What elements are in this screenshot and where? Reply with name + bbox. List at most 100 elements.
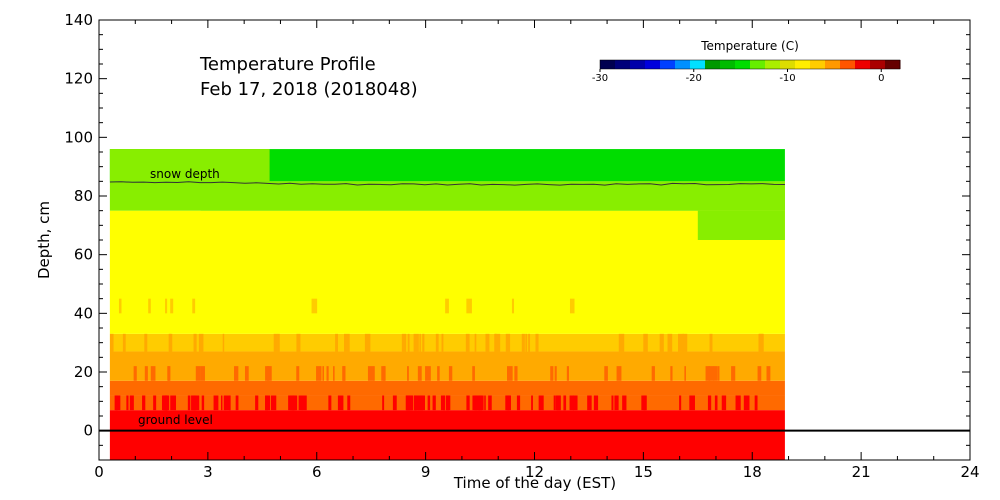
- x-tick-label: 12: [525, 463, 544, 481]
- temperature-stripe: [192, 298, 196, 314]
- temperature-stripe: [466, 395, 470, 411]
- temperature-stripe: [721, 395, 727, 411]
- temperature-stripe: [622, 395, 627, 411]
- temperature-stripe: [407, 333, 410, 352]
- temperature-stripe: [270, 395, 277, 411]
- ground-level-label: ground level: [138, 413, 213, 427]
- colorbar-swatch: [705, 60, 721, 69]
- colorbar-title: Temperature (C): [700, 39, 799, 53]
- x-tick-label: 9: [421, 463, 431, 481]
- temperature-stripe: [474, 395, 480, 411]
- temperature-stripe: [316, 366, 322, 381]
- temperature-stripe: [115, 395, 121, 411]
- temperature-stripe: [684, 366, 686, 381]
- temperature-stripe: [689, 395, 695, 411]
- temperature-stripe: [367, 366, 374, 381]
- temperature-stripe: [708, 366, 715, 381]
- temperature-stripe: [445, 395, 451, 411]
- colorbar-swatch: [795, 60, 811, 69]
- temperature-stripe: [298, 395, 303, 411]
- temperature-stripe: [713, 366, 718, 381]
- colorbar-swatch: [735, 60, 751, 69]
- colorbar-swatch: [840, 60, 856, 69]
- temperature-stripe: [381, 366, 385, 381]
- colorbar-swatch: [615, 60, 631, 69]
- temperature-stripe: [553, 395, 556, 411]
- x-tick-label: 15: [634, 463, 653, 481]
- temperature-stripe: [342, 366, 346, 381]
- temperature-stripe: [682, 333, 688, 352]
- temperature-stripe: [255, 395, 259, 411]
- temperature-stripe: [198, 333, 204, 352]
- temperature-stripe: [277, 333, 280, 352]
- temperature-stripe: [437, 366, 440, 381]
- temperature-stripe: [333, 366, 335, 381]
- chart-subtitle: Feb 17, 2018 (2018048): [200, 79, 418, 100]
- temperature-stripe: [554, 366, 557, 381]
- temperature-stripe: [161, 395, 168, 411]
- snow-depth-label: snow depth: [150, 167, 220, 181]
- temperature-stripe: [419, 333, 421, 352]
- colorbar-swatch: [720, 60, 736, 69]
- temperature-band: [109, 351, 785, 381]
- colorbar-swatch: [600, 60, 616, 69]
- temperature-stripe: [485, 333, 490, 352]
- colorbar-swatch: [855, 60, 871, 69]
- temperature-stripe: [194, 395, 200, 411]
- temperature-stripe: [766, 366, 771, 381]
- temperature-stripe: [651, 366, 655, 381]
- temperature-stripe: [604, 366, 608, 381]
- axes: 0 3 6 9 12 15 18 21 24 0 20 40 60 80 100 120 140: [64, 11, 979, 481]
- y-tick-label: 40: [74, 304, 93, 322]
- temperature-stripe: [337, 395, 344, 411]
- temperature-stripe: [757, 366, 762, 381]
- colorbar-swatch: [630, 60, 646, 69]
- temperature-stripe: [611, 395, 614, 411]
- temperature-stripe: [531, 395, 533, 411]
- temperature-stripe: [616, 366, 622, 381]
- y-tick-label: 120: [64, 70, 93, 88]
- temperature-stripe: [364, 333, 371, 352]
- temperature-stripe: [614, 395, 619, 411]
- temperature-stripe: [743, 395, 750, 411]
- y-tick-label: 20: [74, 363, 93, 381]
- temperature-stripe: [144, 366, 148, 381]
- temperature-stripe: [709, 333, 713, 352]
- temperature-stripe: [538, 395, 544, 411]
- temperature-stripe: [335, 333, 339, 352]
- temperature-stripe: [417, 366, 422, 381]
- temperature-stripe: [153, 395, 157, 411]
- temperature-stripe: [659, 333, 664, 352]
- colorbar-swatch: [825, 60, 841, 69]
- temperature-stripe: [506, 395, 510, 411]
- colorbar-swatch: [645, 60, 661, 69]
- temperature-stripe: [422, 333, 425, 352]
- temperature-stripe: [566, 366, 570, 381]
- temperature-stripe: [265, 395, 269, 411]
- temperature-stripe: [643, 333, 648, 352]
- temperature-stripe: [494, 333, 501, 352]
- temperature-stripe: [440, 395, 445, 411]
- temperature-stripe: [550, 366, 554, 381]
- temperature-stripe: [296, 333, 301, 352]
- colorbar-tick-label: -10: [779, 73, 795, 84]
- colorbar-swatch: [750, 60, 766, 69]
- colorbar-swatch: [810, 60, 826, 69]
- x-tick-label: 0: [94, 463, 104, 481]
- temperature-stripe: [220, 395, 223, 411]
- temperature-stripe: [448, 366, 453, 381]
- temperature-stripe: [525, 333, 528, 352]
- temperature-stripe: [122, 333, 126, 352]
- temperature-stripe: [618, 333, 625, 352]
- temperature-stripe: [165, 395, 168, 411]
- temperature-stripe: [556, 395, 561, 411]
- temperature-band: [109, 210, 785, 240]
- x-tick-label: 3: [203, 463, 213, 481]
- temperature-stripe: [563, 395, 567, 411]
- temperature-stripe: [516, 395, 521, 411]
- y-axis-label: Depth, cm: [35, 201, 53, 279]
- temperature-stripe: [465, 333, 470, 352]
- temperature-stripe: [572, 395, 578, 411]
- colorbar-tick-label: -30: [592, 73, 608, 84]
- chart-title: Temperature Profile: [199, 54, 376, 75]
